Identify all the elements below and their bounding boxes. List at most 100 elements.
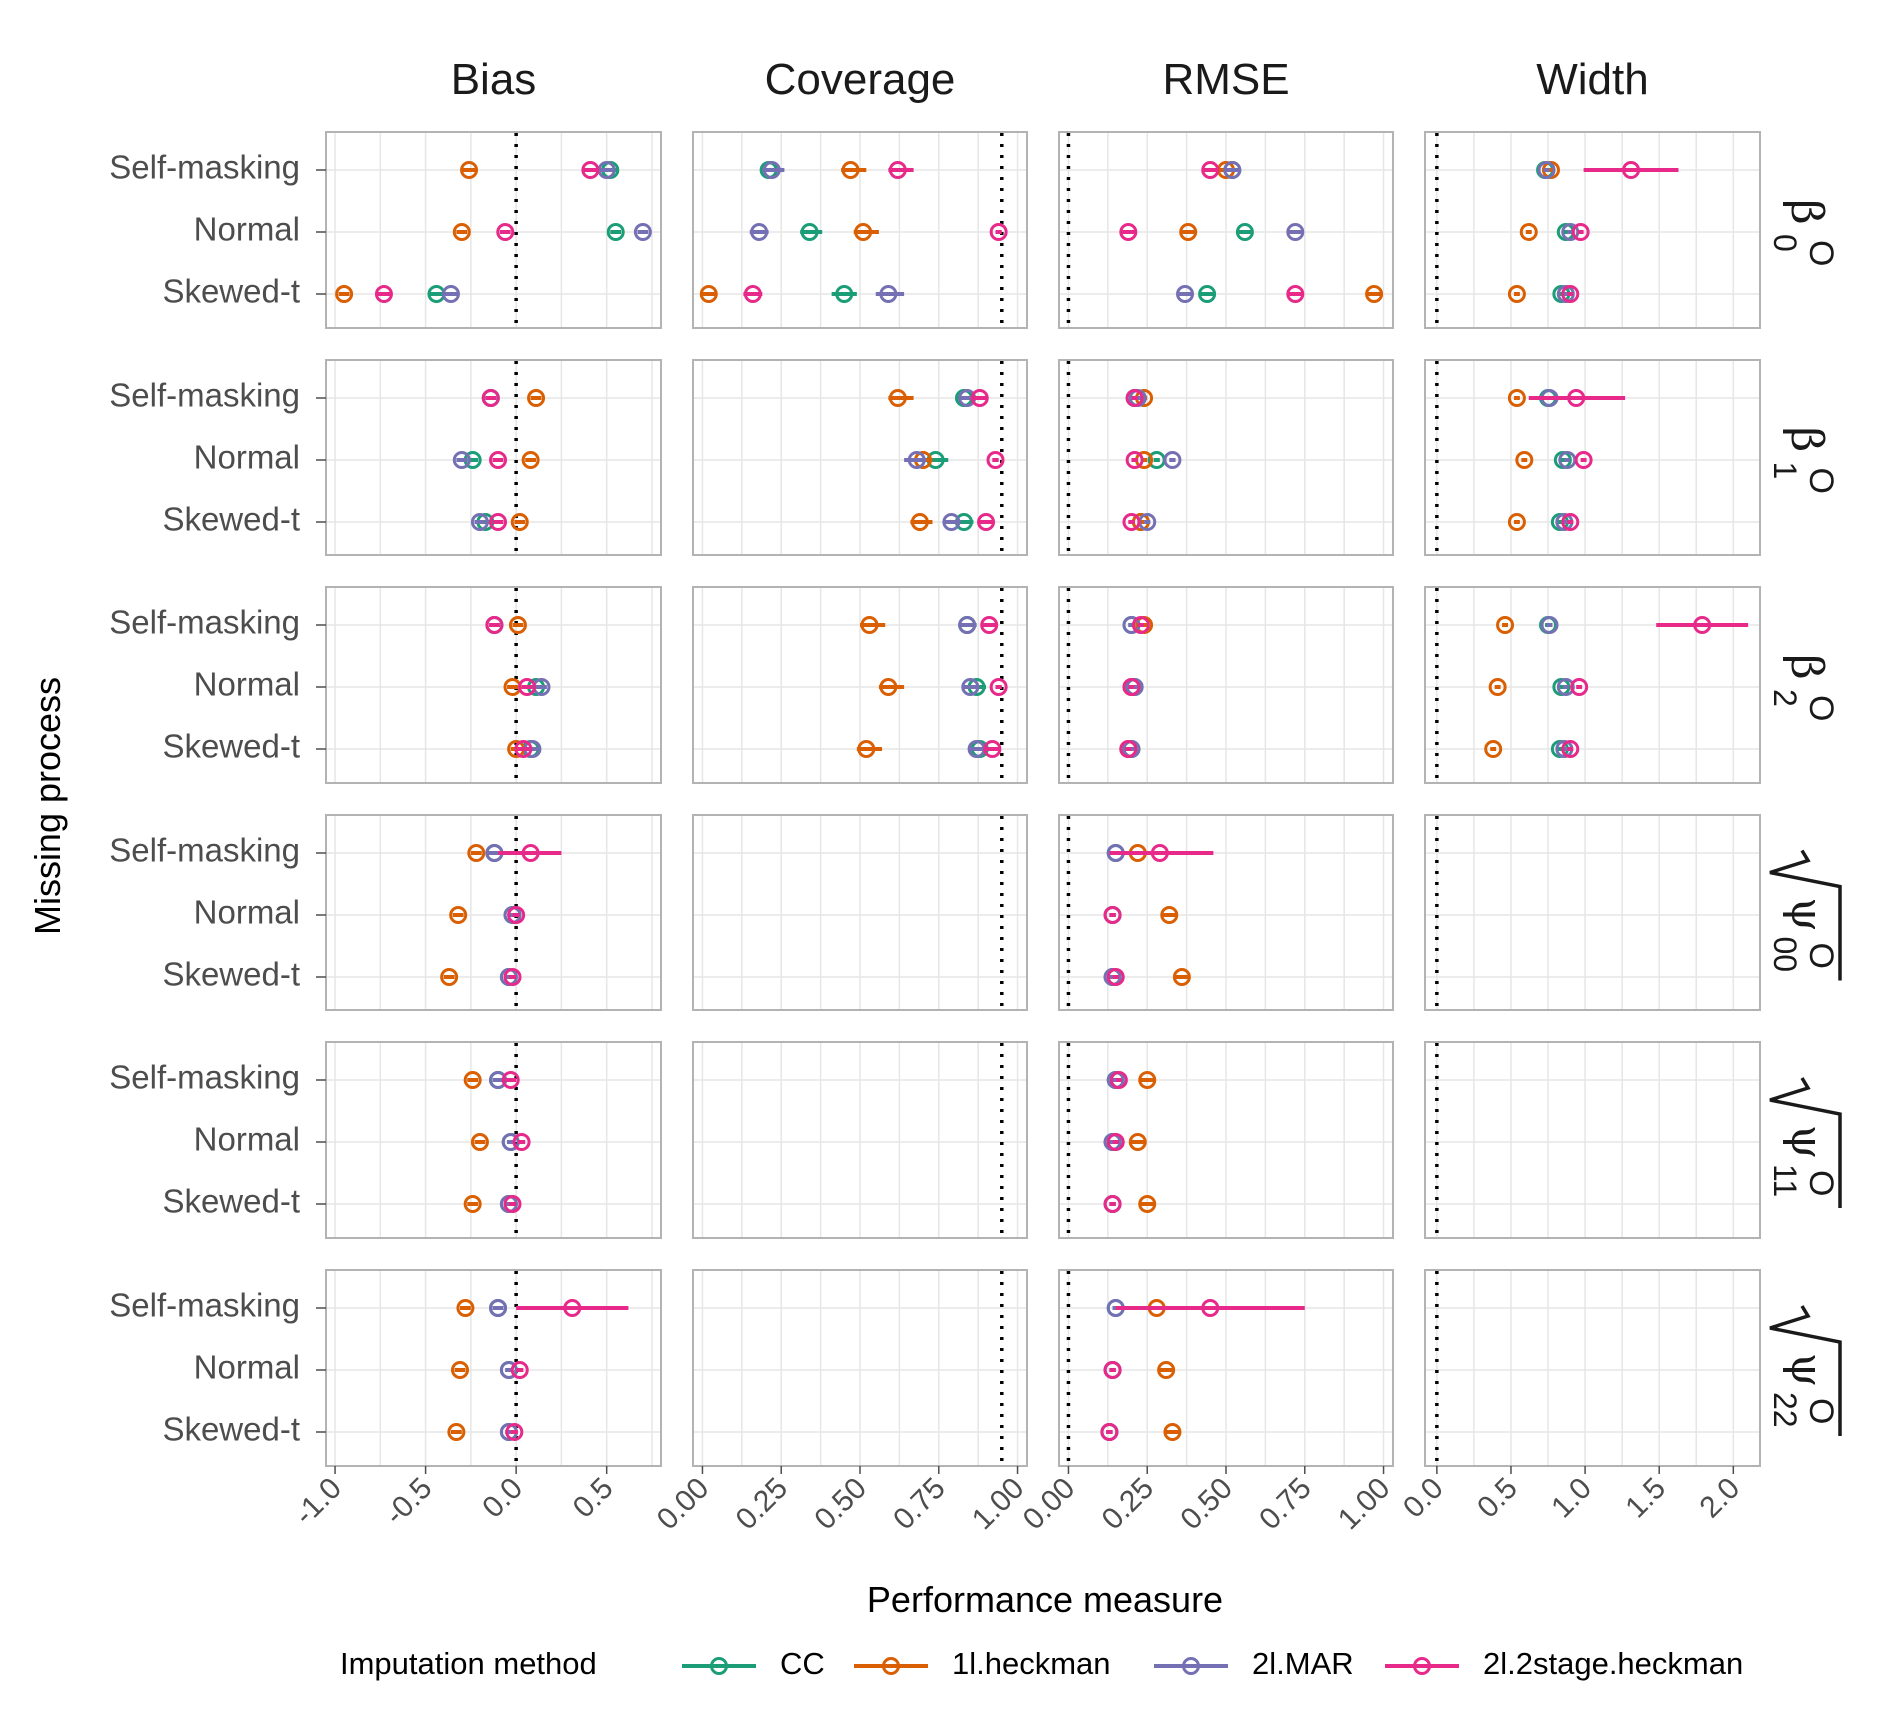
point-1l.heckman [452,223,471,241]
legend-key-point [1413,1657,1431,1675]
category-label: Self-masking [109,604,300,641]
point-2l.2stage.heckman [1567,389,1586,407]
point-1l.heckman [1179,223,1198,241]
point-2l.2stage.heckman [1103,1361,1122,1379]
point-2l.MAR [489,1299,508,1317]
sqrt-sign [1769,1077,1842,1208]
point-1l.heckman [1157,1361,1176,1379]
x-tick-label: 1.5 [1619,1472,1672,1525]
point-2l.MAR [1138,513,1157,531]
strip-symbol: ψ [1781,1353,1832,1388]
strip-subscript: 11 [1767,1164,1803,1197]
legend-label: 1l.heckman [952,1646,1111,1681]
point-2l.2stage.heckman [505,1423,524,1441]
category-label: Self-masking [109,149,300,186]
panel-bias-row-3 [325,814,662,1011]
point-2l.2stage.heckman [1286,285,1305,303]
point-1l.heckman [447,1423,466,1441]
x-tick-label: -0.5 [379,1472,439,1532]
point-1l.heckman [1163,1423,1182,1441]
point-2l.MAR [1286,223,1305,241]
point-CC [427,285,446,303]
point-2l.2stage.heckman [1119,740,1138,758]
x-tick-label: -1.0 [288,1472,348,1532]
point-1l.heckman [1160,906,1179,924]
category-label: Normal [194,1121,300,1158]
point-2l.2stage.heckman [518,678,536,696]
x-tick-label: 0.00 [1017,1472,1082,1537]
point-2l.MAR [961,678,980,696]
point-1l.heckman [527,389,546,407]
point-2l.2stage.heckman [1100,1423,1119,1441]
point-1l.heckman [1515,451,1534,469]
point-1l.heckman [1507,285,1526,303]
point-2l.2stage.heckman [888,161,907,179]
point-2l.2stage.heckman [510,1361,529,1379]
point-2l.2stage.heckman [986,451,1005,469]
point-1l.heckman [1484,740,1503,758]
point-2l.2stage.heckman [1122,513,1141,531]
point-2l.2stage.heckman [1201,1299,1220,1317]
point-1l.heckman [521,451,540,469]
point-2l.2stage.heckman [489,513,508,531]
point-2l.2stage.heckman [1131,616,1150,634]
point-1l.heckman [1138,1071,1157,1089]
point-1l.heckman [460,161,479,179]
column-strip-rmse: RMSE [1162,55,1289,104]
category-label: Skewed-t [162,501,300,538]
strip-subscript: 0 [1767,234,1803,252]
point-2l.2stage.heckman [1693,616,1712,634]
x-tick-label: 0.75 [887,1472,952,1537]
category-label: Skewed-t [162,956,300,993]
legend-item-1l.heckman: 1l.heckman [854,1646,1111,1681]
point-2l.MAR [879,285,898,303]
point-2l.2stage.heckman [1103,906,1122,924]
point-1l.heckman [503,678,522,696]
category-label: Self-masking [109,1059,300,1096]
x-tick-label: 0.25 [730,1472,795,1537]
point-1l.heckman [1496,616,1515,634]
column-strip-coverage: Coverage [765,55,956,104]
sqrt-sign [1769,1305,1842,1436]
strip-subscript: 22 [1767,1392,1803,1428]
point-2l.2stage.heckman [581,161,600,179]
strip-superscript: O [1802,1398,1840,1424]
point-2l.2stage.heckman [1106,1133,1125,1151]
legend-item-2l.2stage.heckman: 2l.2stage.heckman [1385,1646,1743,1681]
legend-label: CC [780,1646,825,1681]
point-2l.2stage.heckman [514,740,533,758]
strip-subscript: 00 [1767,937,1803,973]
point-2l.2stage.heckman [1103,1195,1122,1213]
panel-rmse-row-5 [1058,1269,1394,1467]
point-2l.MAR [967,740,986,758]
x-tick-label: 2.0 [1693,1472,1746,1525]
point-2l.MAR [532,678,551,696]
column-strip-width: Width [1536,55,1648,104]
point-1l.heckman [1172,968,1191,986]
point-1l.heckman [508,616,527,634]
panel-coverage-row-1 [692,359,1028,556]
panel-width-row-5 [1424,1269,1761,1467]
point-2l.2stage.heckman [521,844,540,862]
panel-rmse-row-4 [1058,1041,1394,1239]
point-2l.2stage.heckman [503,968,522,986]
point-2l.2stage.heckman [989,678,1008,696]
category-label: Skewed-t [162,1411,300,1448]
point-2l.2stage.heckman [1622,161,1641,179]
point-1l.heckman [1365,285,1384,303]
point-1l.heckman [1507,513,1526,531]
panel-bias-row-5 [325,1269,662,1467]
panel-coverage-row-5 [692,1269,1028,1467]
x-tick-label: 0.0 [476,1472,529,1525]
point-2l.MAR [1558,451,1577,469]
point-1l.heckman [910,513,929,531]
point-1l.heckman [456,1299,475,1317]
strip-symbol: ψ [1781,1125,1832,1160]
point-1l.heckman [699,285,718,303]
panel-width-row-2 [1424,586,1761,784]
category-label: Normal [194,894,300,931]
x-tick-label: 0.5 [1471,1472,1524,1525]
point-2l.2stage.heckman [1561,285,1580,303]
panel-rmse-row-1 [1058,359,1394,556]
